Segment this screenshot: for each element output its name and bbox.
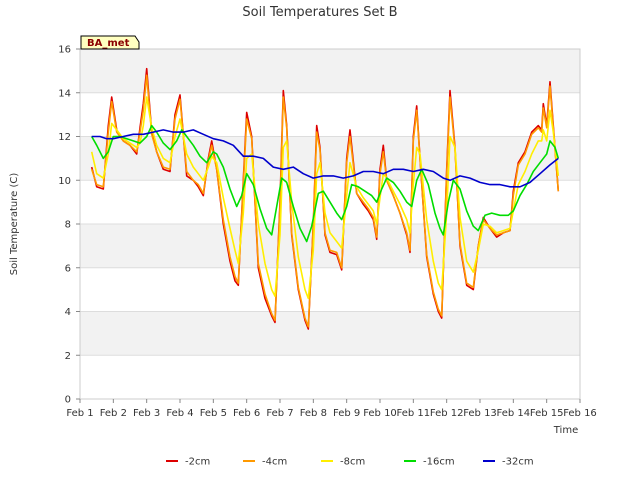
x-tick-label: Feb 3 — [133, 408, 160, 419]
x-tick-label: Feb 7 — [266, 408, 293, 419]
x-tick-label: Feb 6 — [233, 408, 260, 419]
legend-label: -8cm — [340, 457, 365, 468]
x-tick-label: Feb 15 — [530, 408, 564, 419]
y-tick-label: 16 — [58, 45, 71, 56]
x-tick-label: Feb 8 — [300, 408, 327, 419]
series-line-4cm — [90, 74, 560, 328]
x-axis-title: Time — [553, 425, 578, 436]
x-tick-label: Feb 12 — [430, 408, 464, 419]
y-axis-title: Soil Temperature (C) — [9, 173, 20, 276]
series-line-32cm — [91, 129, 559, 188]
x-axis: Feb 1 Feb 2 Feb 3 Feb 4 Feb 5 Feb 6 Feb 7 Feb 8… — [66, 399, 597, 419]
y-tick-label: 12 — [58, 132, 71, 143]
grid-band — [80, 355, 580, 399]
legend-label: -2cm — [185, 457, 210, 468]
x-tick-label: Feb 5 — [200, 408, 227, 419]
x-tick-label: Feb 2 — [100, 408, 127, 419]
legend-label: -16cm — [423, 457, 455, 468]
x-tick-label: Feb 10 — [363, 408, 397, 419]
x-tick-label: Feb 1 — [66, 408, 93, 419]
y-axis: 0 2 4 6 8 10 12 14 16 — [58, 45, 80, 406]
legend-label: -32cm — [502, 457, 534, 468]
grid-band — [80, 311, 580, 356]
legend-label: -4cm — [262, 457, 287, 468]
y-tick-label: 6 — [65, 263, 71, 274]
station-tag: BA_met — [80, 35, 140, 50]
x-tick-label: Feb 4 — [166, 408, 193, 419]
y-tick-label: 2 — [65, 351, 71, 362]
station-tag-label: BA_met — [87, 38, 130, 49]
x-tick-label: Feb 11 — [397, 408, 431, 419]
series-line-8cm — [90, 96, 560, 300]
y-tick-label: 14 — [58, 88, 71, 99]
series-line-16cm — [91, 124, 560, 243]
x-tick-label: Feb 13 — [463, 408, 497, 419]
y-tick-label: 0 — [65, 395, 71, 406]
grid-band — [80, 49, 580, 93]
grid-band — [80, 267, 580, 312]
y-tick-label: 10 — [58, 176, 71, 187]
x-tick-label: Feb 14 — [497, 408, 531, 419]
legend: -2cm -4cm -8cm -16cm -32cm — [166, 457, 534, 468]
y-tick-label: 8 — [65, 220, 71, 231]
x-tick-label: Feb 9 — [333, 408, 360, 419]
station-tag-box — [80, 35, 140, 50]
y-tick-label: 4 — [65, 307, 71, 318]
x-tick-label: Feb 16 — [563, 408, 597, 419]
plot-background — [80, 48, 580, 400]
chart-title: Soil Temperatures Set B — [242, 5, 397, 20]
series-layer — [90, 67, 560, 330]
